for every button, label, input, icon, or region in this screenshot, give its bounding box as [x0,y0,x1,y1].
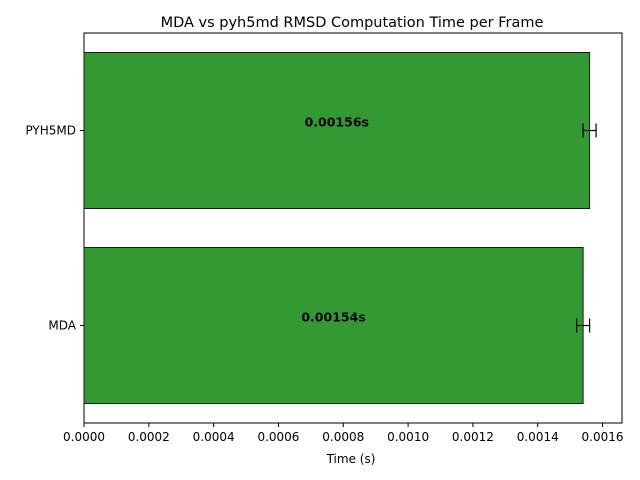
plot-area [83,32,623,424]
x-tick-label: 0.0008 [322,430,364,444]
x-tick-label: 0.0016 [582,430,624,444]
x-tick-label: 0.0014 [517,430,559,444]
x-axis-label: Time (s) [326,452,376,466]
data-label-pyh5md: 0.00156s [305,115,369,130]
x-tick-label: 0.0010 [387,430,429,444]
x-tick-label: 0.0012 [452,430,494,444]
data-label-mda: 0.00154s [301,310,365,325]
bar-pyh5md [83,52,591,209]
x-tick-label: 0.0000 [63,430,105,444]
y-tick-label-pyh5md: PYH5MD [25,124,76,138]
chart-title: MDA vs pyh5md RMSD Computation Time per … [161,15,544,31]
x-tick-label: 0.0002 [128,430,170,444]
x-tick-label: 0.0006 [257,430,299,444]
x-tick-label: 0.0004 [193,430,235,444]
y-tick-label-mda: MDA [48,319,76,333]
bar-mda [83,247,584,404]
